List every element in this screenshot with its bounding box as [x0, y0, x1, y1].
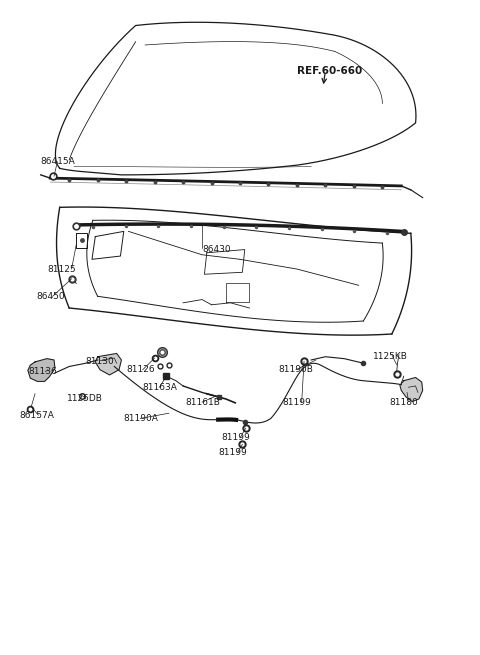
- Text: 81161B: 81161B: [185, 398, 220, 407]
- Text: 81199: 81199: [221, 434, 250, 442]
- Text: 81163A: 81163A: [143, 383, 178, 392]
- Text: REF.60-660: REF.60-660: [297, 66, 362, 76]
- Text: 86450: 86450: [36, 292, 65, 301]
- Text: 1125KB: 1125KB: [373, 352, 408, 361]
- Text: 81190B: 81190B: [278, 365, 313, 374]
- Text: 81126: 81126: [126, 365, 155, 374]
- Polygon shape: [28, 359, 55, 381]
- Text: 81130: 81130: [86, 357, 115, 365]
- Text: 86415A: 86415A: [41, 157, 75, 166]
- Text: 86430: 86430: [202, 245, 231, 254]
- Text: 81136: 81136: [29, 367, 58, 376]
- Polygon shape: [96, 354, 121, 375]
- Polygon shape: [400, 377, 423, 402]
- Text: 81180: 81180: [389, 398, 418, 407]
- Text: 81199: 81199: [219, 448, 247, 457]
- Text: 81190A: 81190A: [124, 414, 158, 423]
- Text: 81199: 81199: [283, 398, 312, 407]
- Text: 81125: 81125: [48, 265, 76, 274]
- Text: 1125DB: 1125DB: [67, 394, 103, 403]
- Text: 86157A: 86157A: [19, 411, 54, 420]
